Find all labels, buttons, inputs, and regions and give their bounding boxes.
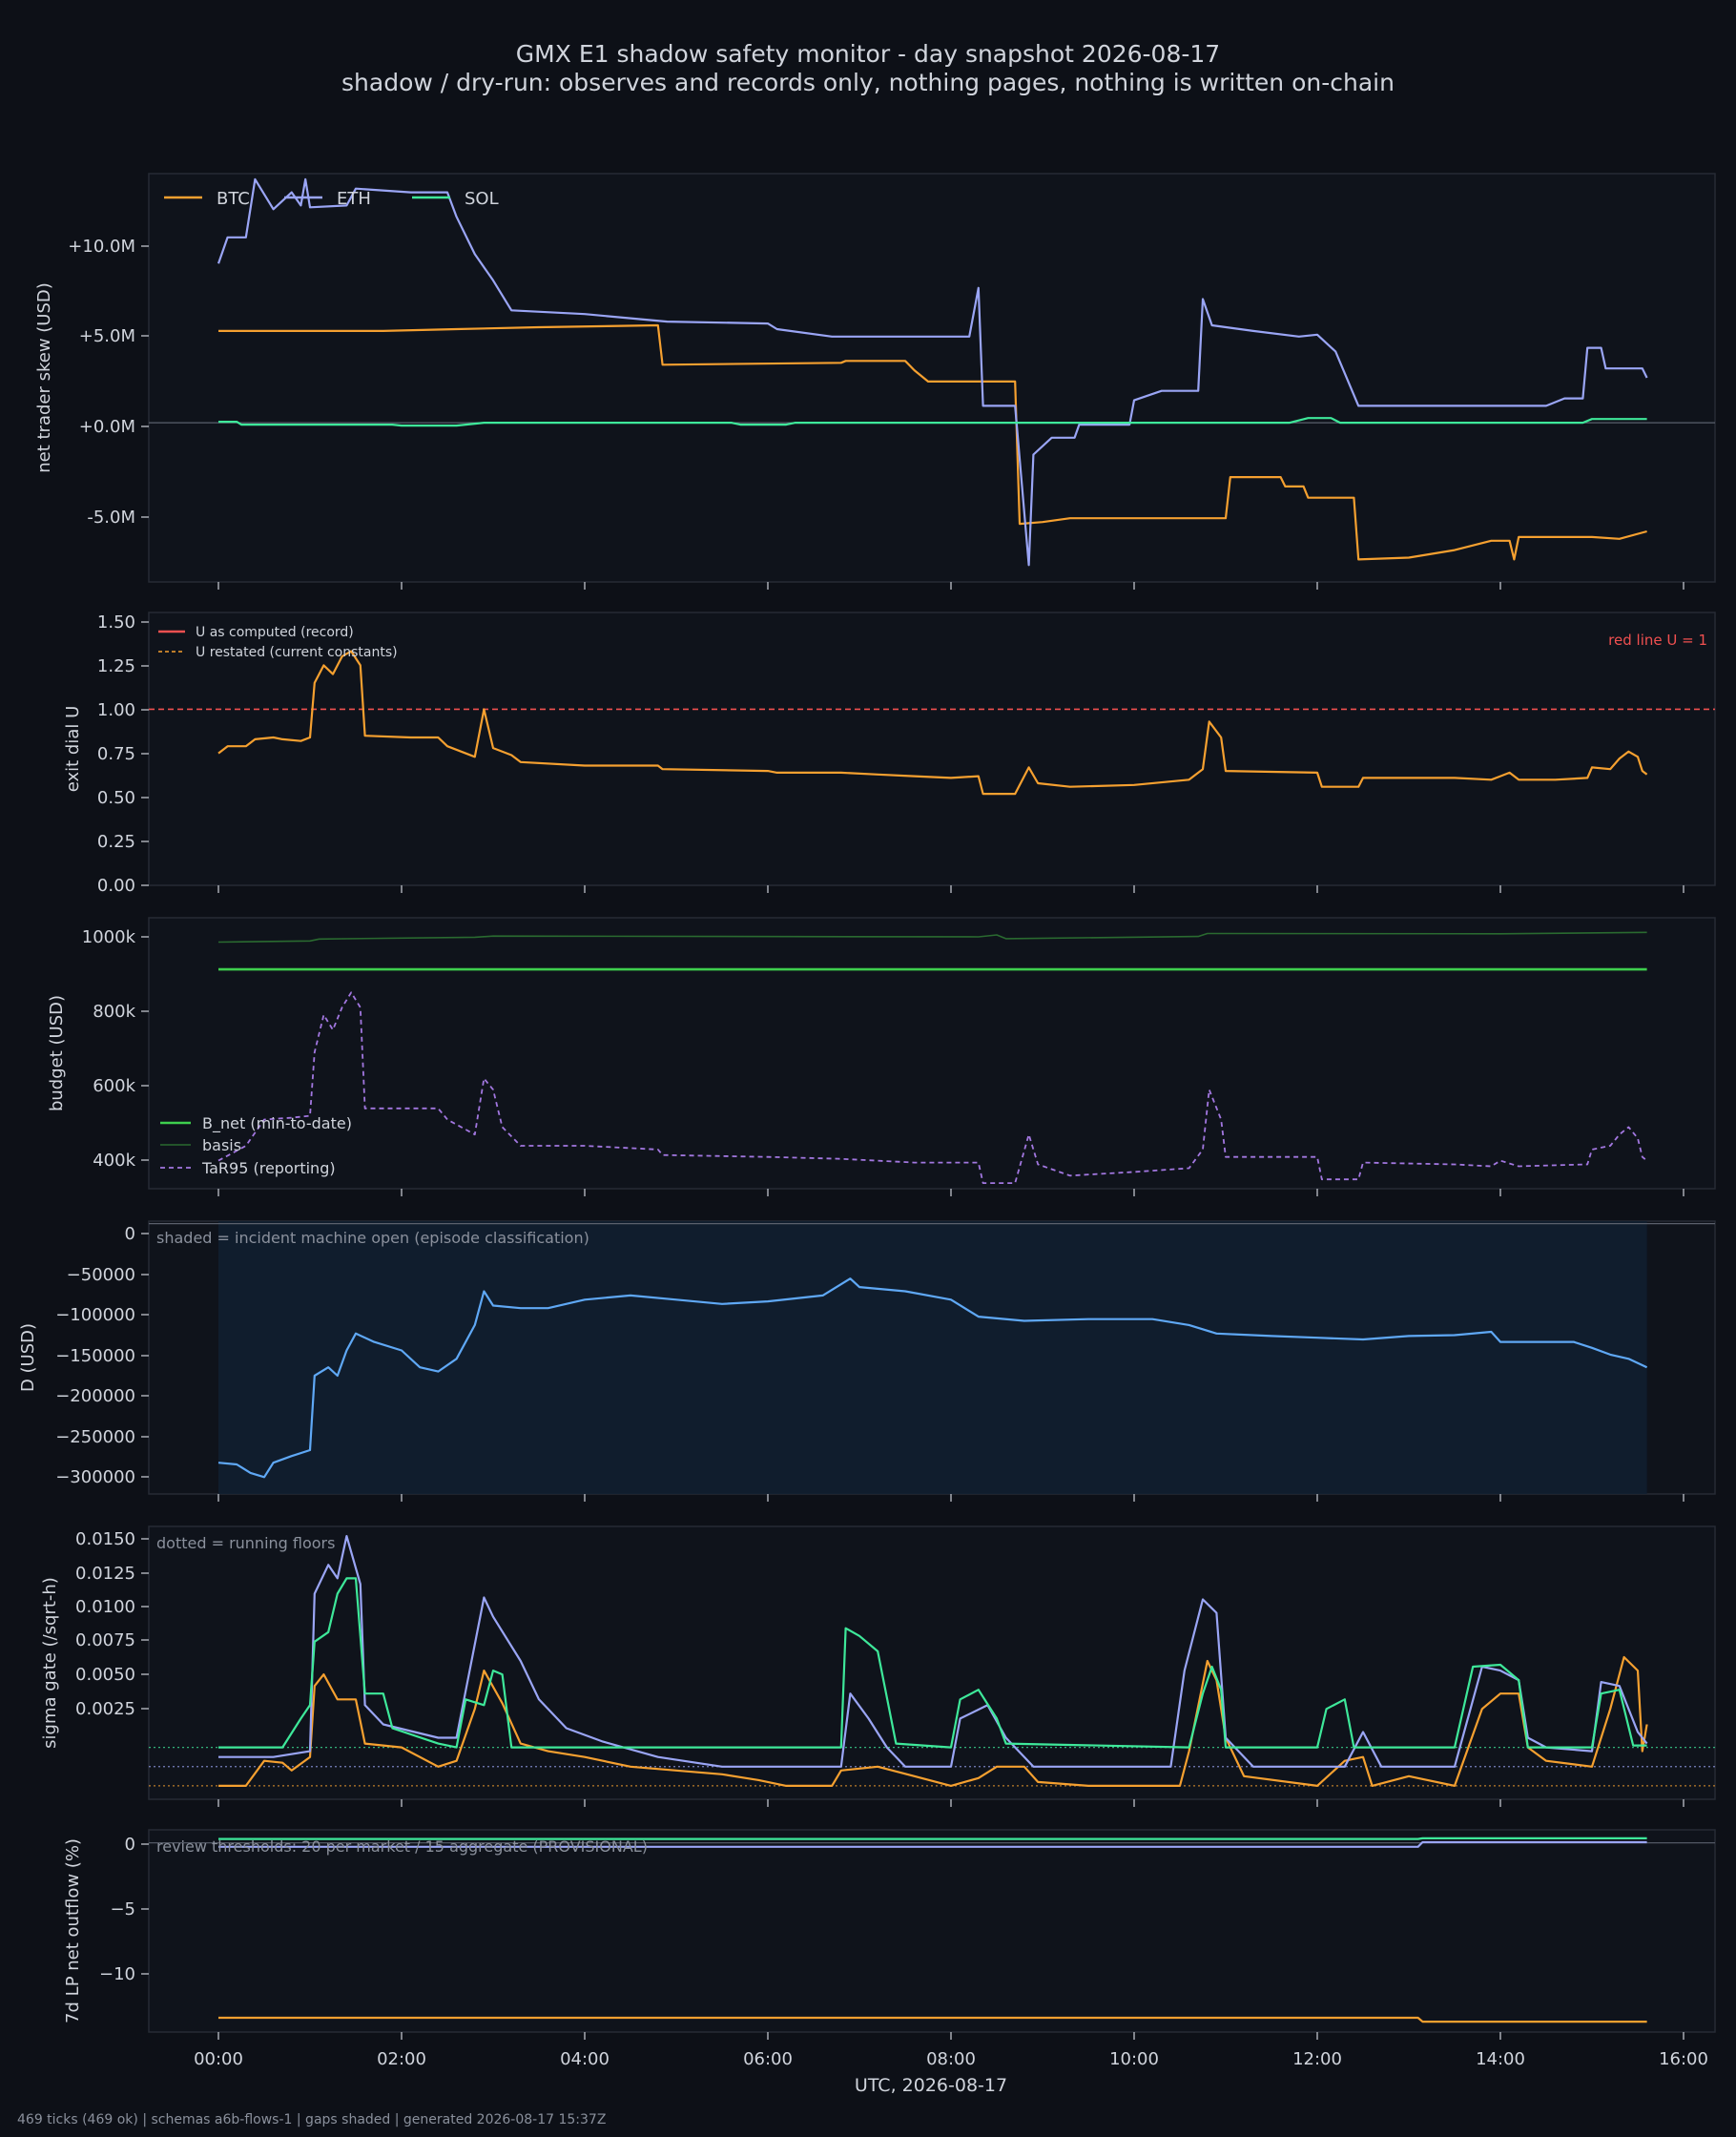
panel4-ytick-label: −150000: [55, 1346, 135, 1366]
panel5-plot-area: [148, 1525, 1716, 1800]
panel5-series-eth: [218, 1535, 1648, 1768]
panel1-series-sol: [218, 417, 1647, 427]
panel5-ytick-label: 0.0050: [75, 1665, 135, 1685]
panel6-annotation: review thresholds: 20 per market / 15 ag…: [156, 1837, 648, 1856]
panel4-ytick-label: −100000: [55, 1305, 135, 1325]
panel1-series-btc: [218, 323, 1647, 561]
panel1-ylabel: net trader skew (USD): [34, 282, 54, 473]
panel1-ytick-label: +10.0M: [68, 237, 135, 257]
panel3-legend-label: TaR95 (reporting): [201, 1159, 336, 1177]
panel3-series-tar95-reporting-: [217, 991, 1648, 1184]
panel4-ytick-label: −250000: [55, 1427, 135, 1447]
xtick-label: 02:00: [377, 2049, 426, 2069]
xtick-label: 14:00: [1476, 2049, 1525, 2069]
panel2-legend-label: U restated (current constants): [196, 645, 398, 660]
panel5-ytick-label: 0.0125: [75, 1564, 135, 1584]
panel5-ytick-label: 0.0075: [75, 1630, 135, 1650]
panel2-annotation: red line U = 1: [1608, 632, 1707, 649]
panel5-series-btc: [218, 1655, 1648, 1787]
panel6-plot-area: [148, 1829, 1716, 2033]
panel4-ytick-label: −50000: [67, 1265, 135, 1285]
panel1-plot-area: [148, 173, 1716, 583]
panel2-ytick-label: 0.50: [97, 788, 135, 808]
xtick-label: 12:00: [1292, 2049, 1342, 2069]
panel4-annotation: shaded = incident machine open (episode …: [156, 1229, 589, 1247]
panel3-ytick-label: 400k: [93, 1151, 135, 1171]
panel1-ytick-label: +0.0M: [79, 417, 135, 437]
xtick-label: 10:00: [1109, 2049, 1159, 2069]
panel6-series-eth: [218, 1840, 1647, 1848]
panel3-legend-label: basis: [202, 1136, 241, 1154]
panel3-series-basis: [217, 931, 1647, 944]
panel2-plot-area: [148, 612, 1716, 886]
panel6-ytick-label: −5: [110, 1899, 135, 1919]
panel2-ytick-label: 1.00: [97, 700, 135, 720]
panel6-ytick-label: −10: [99, 1964, 135, 1984]
panel4-ytick-label: 0: [125, 1224, 135, 1244]
xtick-label: 08:00: [926, 2049, 976, 2069]
panel5-ylabel: sigma gate (/sqrt-h): [40, 1577, 60, 1749]
x-axis-label: UTC, 2026-08-17: [855, 2075, 1007, 2096]
panel3-legend-label: B_net (min-to-date): [202, 1114, 352, 1133]
panel2-legend-label: U as computed (record): [196, 625, 354, 640]
xtick-label: 06:00: [743, 2049, 793, 2069]
panel3-ylabel: budget (USD): [47, 995, 67, 1111]
panel6-series-btc: [218, 2016, 1647, 2023]
chart-subtitle: shadow / dry-run: observes and records o…: [341, 69, 1395, 96]
panel3-plot-area: [148, 917, 1716, 1190]
panel4-ytick-label: −300000: [55, 1467, 135, 1487]
panel2-ytick-label: 1.25: [97, 656, 135, 676]
panel1-ytick-label: +5.0M: [79, 326, 135, 346]
panel2-ytick-label: 0.75: [97, 744, 135, 764]
panel2-ytick-label: 1.50: [97, 612, 135, 633]
panel5-series-sol: [218, 1577, 1647, 1749]
panel1-series-eth: [217, 177, 1648, 567]
panel3-ytick-label: 800k: [93, 1002, 135, 1022]
panel4-series-d: [217, 1277, 1648, 1479]
panel6-ylabel: 7d LP net outflow (%): [63, 1838, 83, 2023]
panel2-ytick-label: 0.00: [97, 876, 135, 896]
panel4-ytick-label: −200000: [55, 1386, 135, 1406]
panel2-ylabel: exit dial U: [63, 706, 83, 793]
panel1-legend-label: BTC: [217, 189, 250, 209]
panel2-series-u-restated-current-constants-: [217, 650, 1648, 796]
chart-title: GMX E1 shadow safety monitor - day snaps…: [515, 40, 1221, 68]
footer-status: 469 ticks (469 ok) | schemas a6b-flows-1…: [17, 2112, 607, 2127]
panel6-ytick-label: 0: [125, 1835, 135, 1855]
xtick-label: 00:00: [194, 2049, 243, 2069]
panel5-ytick-label: 0.0150: [75, 1529, 135, 1549]
panel5-ytick-label: 0.0025: [75, 1699, 135, 1719]
panel1-ytick-label: -5.0M: [87, 508, 135, 528]
panel4-ylabel: D (USD): [18, 1323, 38, 1392]
panel1-legend-label: SOL: [465, 189, 499, 209]
xtick-label: 16:00: [1659, 2049, 1708, 2069]
xtick-label: 04:00: [560, 2049, 610, 2069]
panel5-annotation: dotted = running floors: [156, 1534, 335, 1552]
panel4-shaded-incident: [218, 1221, 1647, 1494]
panel3-ytick-label: 1000k: [82, 927, 136, 947]
panel3-ytick-label: 600k: [93, 1076, 135, 1096]
panel6-series-sol: [218, 1836, 1647, 1840]
panel2-ytick-label: 0.25: [97, 832, 135, 852]
panel5-ytick-label: 0.0100: [75, 1597, 135, 1617]
panel1-legend-label: ETH: [337, 189, 371, 209]
